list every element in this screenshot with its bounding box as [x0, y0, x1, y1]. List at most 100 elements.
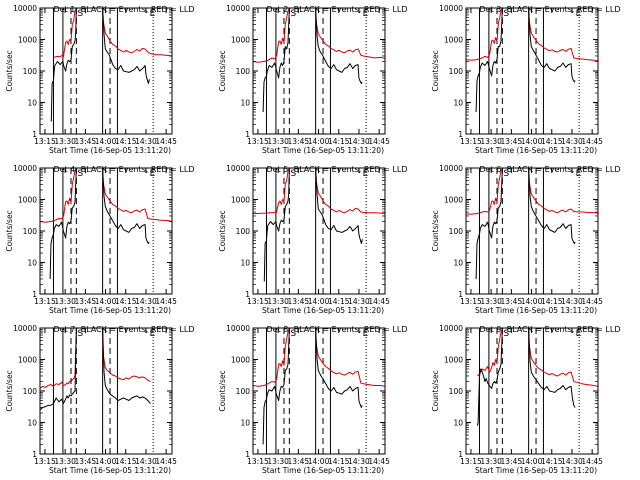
panel-title: Det 6: BLACK = Events, RED = LLD — [480, 165, 621, 174]
x-tick-label: 14:00 — [95, 297, 117, 306]
panel-title: Det 4: BLACK = Events, RED = LLD — [54, 165, 195, 174]
series-line-events — [475, 168, 576, 280]
y-axis-label: Counts/sec — [431, 370, 440, 411]
x-tick-label: 13:45 — [288, 137, 310, 146]
marker-letter: E — [363, 9, 369, 19]
panel-title: Det 3: BLACK = Events, RED = LLD — [480, 5, 621, 14]
x-tick-label: 13:15 — [247, 137, 269, 146]
x-tick-label: 14:45 — [155, 137, 177, 146]
y-tick-label: 10 — [27, 259, 37, 268]
x-tick-label: 14:30 — [348, 297, 370, 306]
series-line-lld — [466, 8, 598, 62]
marker-letter: S — [291, 169, 297, 179]
x-axis-label: Start Time (16-Sep-05 13:11:20) — [49, 146, 171, 155]
x-tick-label: 14:15 — [541, 457, 563, 466]
y-tick-label: 100 — [236, 227, 251, 236]
panel-title: Det 5: BLACK = Events, RED = LLD — [267, 165, 408, 174]
plot-area — [253, 168, 385, 294]
y-tick-label: 100 — [23, 67, 38, 76]
y-tick-label: 10000 — [226, 4, 250, 13]
x-tick-label: 14:30 — [135, 457, 157, 466]
series-line-events — [40, 328, 151, 411]
x-tick-label: 13:30 — [480, 457, 502, 466]
plot-frame — [252, 167, 386, 295]
x-tick-label: 13:30 — [480, 297, 502, 306]
series-line-events — [50, 8, 150, 122]
y-axis-label: Counts/sec — [5, 370, 14, 411]
y-tick-label: 1000 — [444, 36, 463, 45]
plot-area — [466, 8, 598, 134]
x-tick-label: 13:15 — [247, 297, 269, 306]
y-tick-label: 1000 — [18, 36, 37, 45]
x-tick-label: 13:15 — [460, 457, 482, 466]
x-tick-label: 14:45 — [155, 457, 177, 466]
x-tick-label: 13:30 — [267, 297, 289, 306]
x-axis-label: Start Time (16-Sep-05 13:11:20) — [262, 306, 384, 315]
y-axis-label: Counts/sec — [431, 50, 440, 91]
x-tick-label: 14:00 — [308, 457, 330, 466]
y-axis-label: Counts/sec — [5, 210, 14, 251]
x-tick-label: 14:30 — [348, 137, 370, 146]
x-tick-label: 13:45 — [75, 297, 97, 306]
plot-area — [476, 328, 598, 454]
y-tick-label: 10000 — [13, 164, 37, 173]
series-line-lld — [253, 8, 385, 63]
y-tick-label: 1 — [458, 290, 463, 299]
x-tick-label: 13:30 — [54, 297, 76, 306]
y-axis-label: Counts/sec — [218, 210, 227, 251]
y-tick-label: 10 — [240, 259, 250, 268]
x-tick-label: 13:15 — [247, 457, 269, 466]
x-tick-label: 14:15 — [328, 297, 350, 306]
y-tick-label: 10 — [240, 419, 250, 428]
plot-area — [253, 328, 385, 454]
x-tick-label: 13:30 — [480, 137, 502, 146]
plot-frame — [465, 7, 599, 135]
panel-title: Det 1: BLACK = Events, RED = LLD — [54, 5, 195, 14]
plot-area — [50, 8, 172, 134]
y-tick-label: 1 — [245, 130, 250, 139]
x-tick-label: 14:45 — [368, 137, 390, 146]
x-tick-label: 13:15 — [34, 297, 56, 306]
y-tick-label: 1 — [32, 290, 37, 299]
x-axis-label: Start Time (16-Sep-05 13:11:20) — [49, 466, 171, 475]
y-tick-label: 1 — [245, 290, 250, 299]
series-line-lld — [253, 168, 385, 214]
marker-letter: E — [150, 329, 156, 339]
x-tick-label: 14:15 — [115, 297, 137, 306]
y-tick-label: 1000 — [18, 196, 37, 205]
marker-letter: S — [78, 329, 84, 339]
y-axis-label: Counts/sec — [218, 50, 227, 91]
y-tick-label: 10000 — [226, 164, 250, 173]
x-tick-label: 14:15 — [115, 137, 137, 146]
y-tick-label: 10000 — [439, 164, 463, 173]
y-tick-label: 10000 — [226, 324, 250, 333]
marker-letter: E — [576, 169, 582, 179]
x-tick-label: 14:30 — [561, 297, 583, 306]
y-tick-label: 1 — [32, 130, 37, 139]
y-tick-label: 100 — [23, 387, 38, 396]
x-tick-label: 14:30 — [135, 297, 157, 306]
x-tick-label: 14:15 — [541, 297, 563, 306]
plot-frame — [465, 167, 599, 295]
y-tick-label: 1000 — [18, 356, 37, 365]
y-tick-label: 1 — [458, 130, 463, 139]
series-line-lld — [477, 328, 598, 387]
x-tick-label: 14:00 — [521, 137, 543, 146]
x-tick-label: 13:30 — [54, 457, 76, 466]
series-line-events — [262, 328, 363, 445]
x-tick-label: 14:45 — [581, 457, 603, 466]
x-tick-label: 13:15 — [34, 457, 56, 466]
marker-letter: E — [363, 169, 369, 179]
x-tick-label: 14:15 — [328, 457, 350, 466]
plot-frame — [39, 7, 173, 135]
x-tick-label: 13:15 — [460, 297, 482, 306]
x-tick-label: 13:45 — [288, 457, 310, 466]
x-tick-label: 14:45 — [368, 297, 390, 306]
y-tick-label: 1000 — [231, 36, 250, 45]
x-tick-label: 14:00 — [95, 457, 117, 466]
